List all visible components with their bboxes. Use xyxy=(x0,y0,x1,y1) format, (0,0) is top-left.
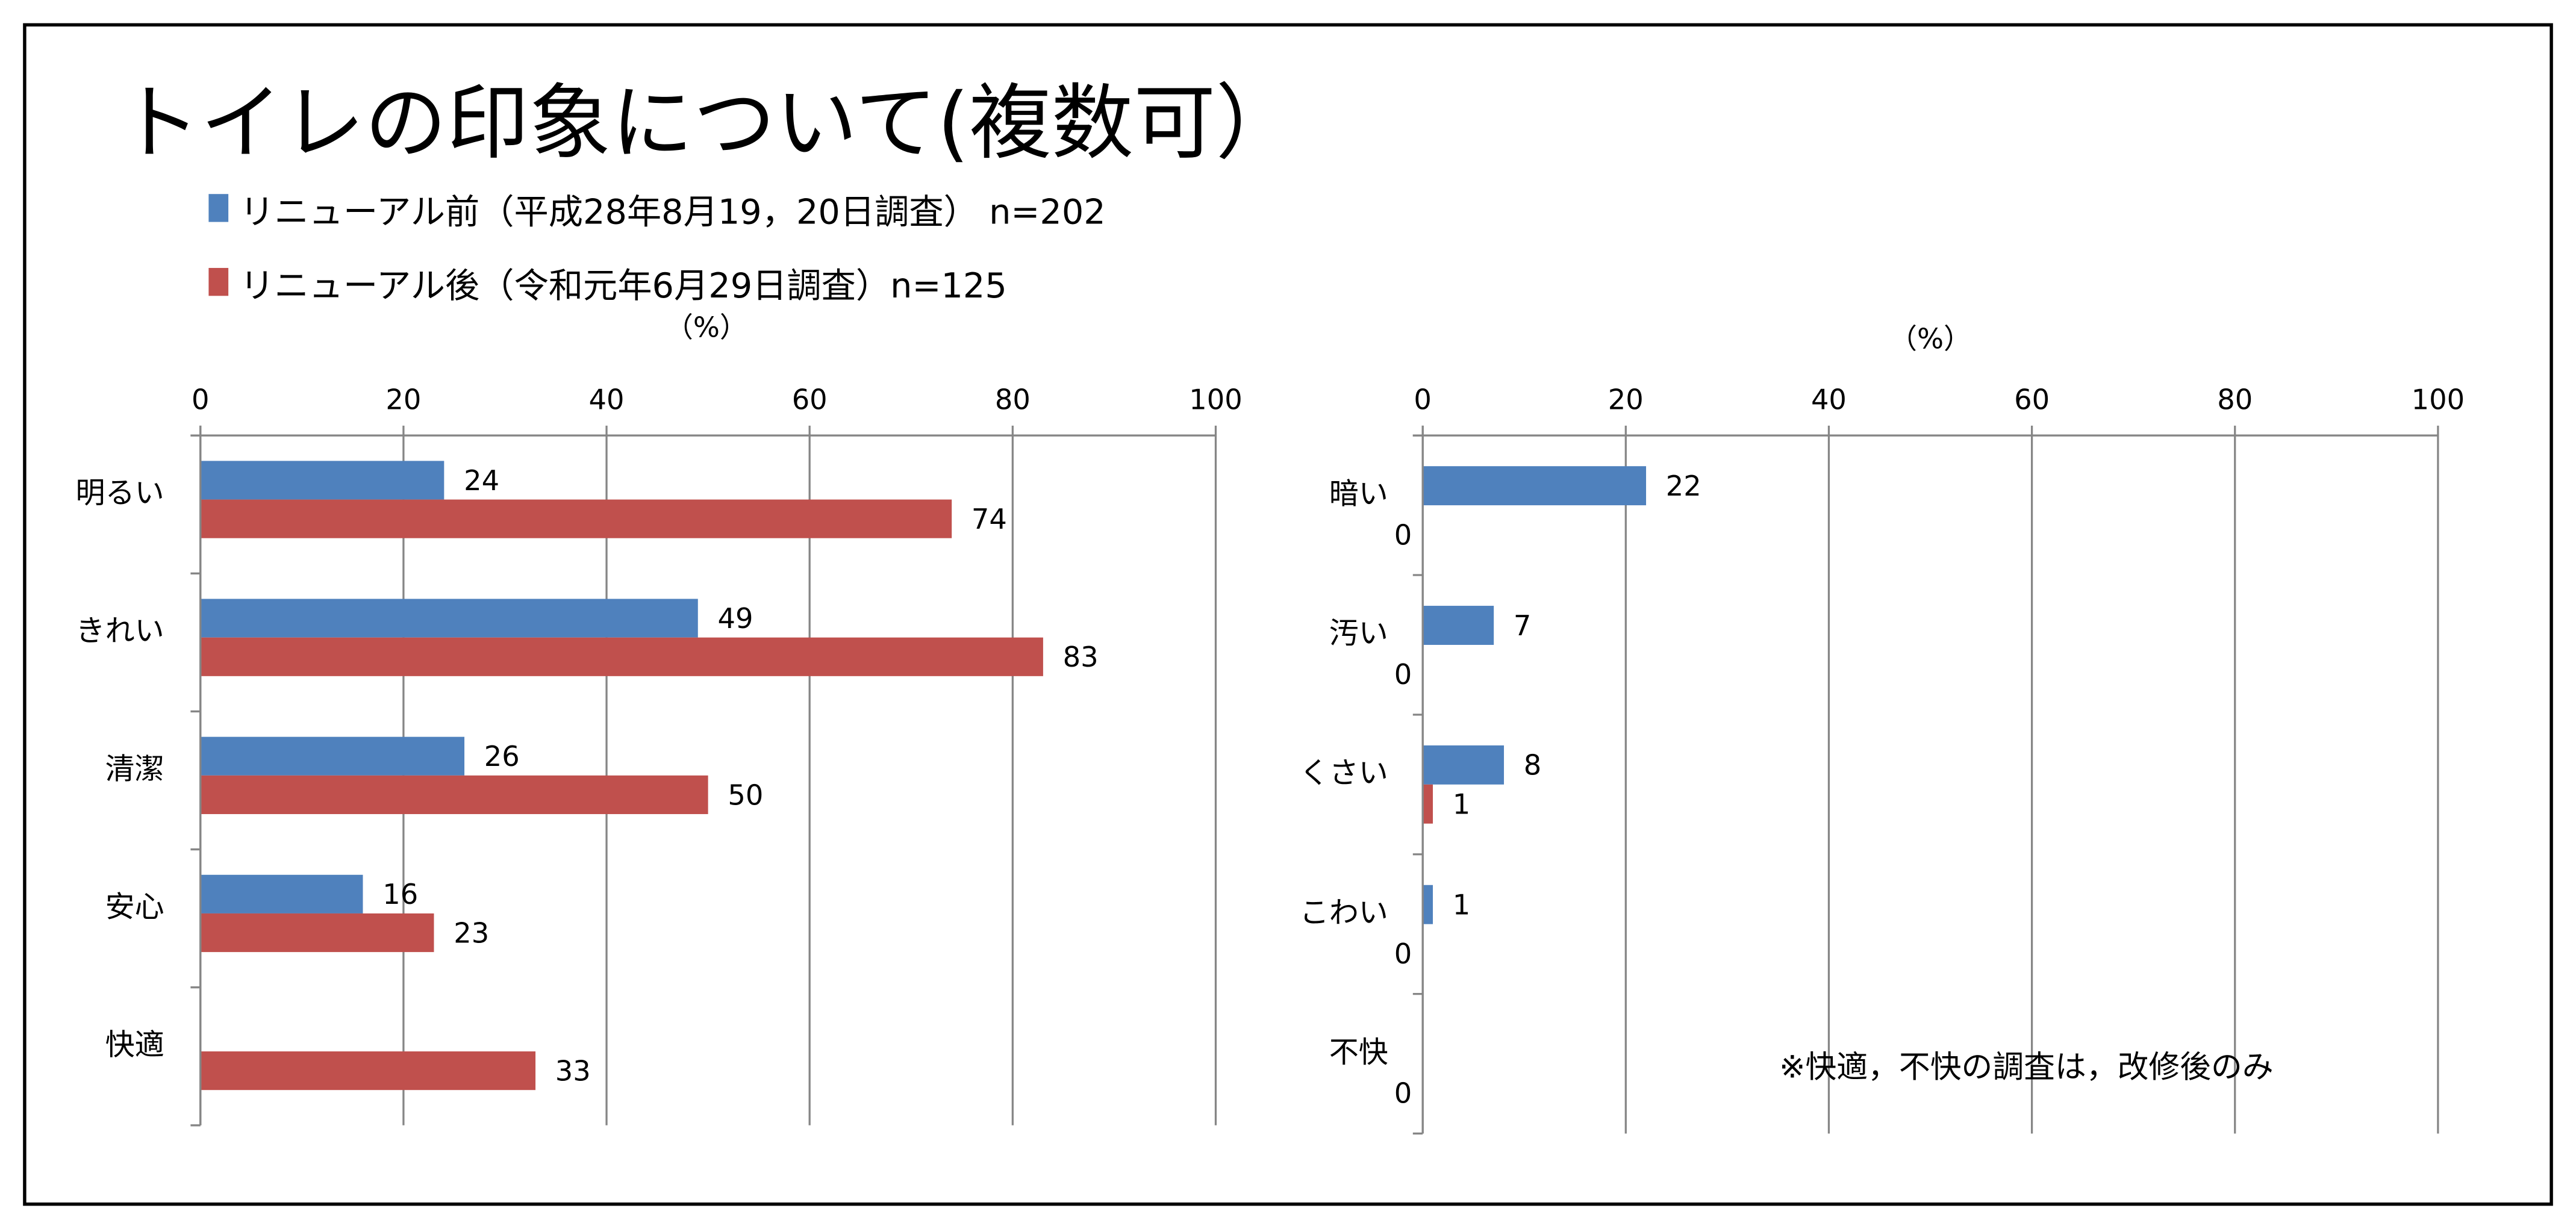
data-label: 33 xyxy=(555,1055,591,1087)
bar-before xyxy=(200,736,465,776)
data-label: 26 xyxy=(484,740,520,773)
x-tick-label: 0 xyxy=(1414,384,1432,416)
category-label: 暗い xyxy=(1329,476,1388,511)
bar-before xyxy=(1423,885,1433,924)
bar-after xyxy=(200,913,434,953)
data-label: 7 xyxy=(1514,609,1532,642)
axis-unit-label: （%） xyxy=(1889,323,1972,355)
bar-before xyxy=(200,461,444,500)
data-label: 50 xyxy=(728,779,763,811)
legend-swatch-after xyxy=(208,267,229,296)
bar-before xyxy=(1423,466,1647,506)
bar-before xyxy=(200,599,698,638)
data-label: 0 xyxy=(1394,658,1412,691)
data-label: 24 xyxy=(464,464,499,497)
bar-after xyxy=(200,499,952,538)
data-label: 49 xyxy=(718,602,753,635)
data-label: 16 xyxy=(382,878,418,910)
bar-after xyxy=(1423,784,1433,824)
data-label: 83 xyxy=(1063,641,1099,673)
data-label: 0 xyxy=(1394,518,1412,551)
page-title: トイレの印象について(複数可） xyxy=(118,75,1297,171)
legend-swatch-before xyxy=(208,194,229,222)
bar-before xyxy=(1423,745,1505,785)
category-label: 安心 xyxy=(105,889,164,924)
footnote: ※快適，不快の調査は，改修後のみ xyxy=(1779,1050,2274,1086)
bar-before xyxy=(200,874,363,913)
x-tick-label: 100 xyxy=(2412,384,2465,416)
x-tick-label: 80 xyxy=(995,384,1031,416)
x-tick-label: 20 xyxy=(385,384,421,416)
x-tick-label: 80 xyxy=(2217,384,2253,416)
data-label: 74 xyxy=(971,503,1007,535)
category-label: 快適 xyxy=(105,1027,164,1062)
data-label: 23 xyxy=(454,916,489,949)
x-tick-label: 60 xyxy=(792,384,828,416)
category-label: 清潔 xyxy=(105,751,164,786)
category-label: 汚い xyxy=(1329,615,1388,650)
data-label: 8 xyxy=(1524,749,1542,782)
category-label: くさい xyxy=(1300,755,1388,790)
category-label: こわい xyxy=(1300,895,1388,930)
x-tick-label: 0 xyxy=(192,384,210,416)
data-label: 0 xyxy=(1394,938,1412,970)
bar-after xyxy=(200,775,708,814)
x-tick-label: 100 xyxy=(1189,384,1243,416)
bar-after xyxy=(200,637,1043,676)
category-label: きれい xyxy=(76,613,164,648)
data-label: 22 xyxy=(1666,470,1701,502)
x-tick-label: 40 xyxy=(589,384,625,416)
data-label: 1 xyxy=(1453,788,1471,821)
x-tick-label: 60 xyxy=(2014,384,2050,416)
data-label: 0 xyxy=(1394,1077,1412,1110)
category-label: 明るい xyxy=(76,475,164,510)
x-tick-label: 40 xyxy=(1811,384,1847,416)
legend-label-before: リニューアル前（平成28年8月19，20日調査） n=202 xyxy=(240,191,1105,232)
bar-before xyxy=(1423,606,1494,645)
x-tick-label: 20 xyxy=(1608,384,1644,416)
axis-unit-label: （%） xyxy=(666,311,748,344)
bar-after xyxy=(200,1051,536,1091)
chart-left-positive: （%） 0 20 40 60 80 100 明るい 24 74 きれい 49 83 清潔 26 50 安心 16 2… xyxy=(76,311,1243,1127)
data-label: 1 xyxy=(1453,889,1471,921)
legend-label-after: リニューアル後（令和元年6月29日調査）n=125 xyxy=(240,266,1007,306)
category-label: 不快 xyxy=(1329,1035,1388,1069)
